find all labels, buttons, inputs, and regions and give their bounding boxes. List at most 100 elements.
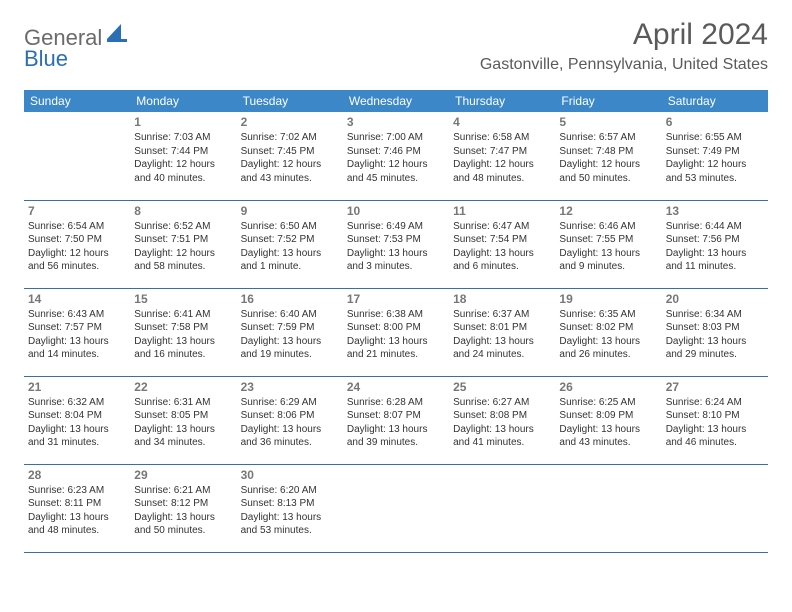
daylight-text: Daylight: 12 hours and 50 minutes. — [559, 158, 657, 185]
calendar-day-cell: 17Sunrise: 6:38 AMSunset: 8:00 PMDayligh… — [343, 288, 449, 376]
calendar-day-cell: 7Sunrise: 6:54 AMSunset: 7:50 PMDaylight… — [24, 200, 130, 288]
day-number: 25 — [453, 380, 551, 394]
day-info: Sunrise: 6:49 AMSunset: 7:53 PMDaylight:… — [347, 220, 445, 274]
calendar-day-cell: 13 Sunrise: 6:44 AMSunset: 7:56 PMDayligh… — [662, 200, 768, 288]
day-number: 24 — [347, 380, 445, 394]
day-number: 19 — [559, 292, 657, 306]
sunrise-text: Sunrise: 7:02 AM — [241, 131, 339, 145]
day-info: Sunrise: 6:28 AMSunset: 8:07 PMDaylight:… — [347, 396, 445, 450]
sunset-text: Sunset: 8:02 PM — [559, 321, 657, 335]
sunset-text: Sunset: 7:48 PM — [559, 145, 657, 159]
calendar-day-cell — [24, 112, 130, 200]
day-number: 27 — [666, 380, 764, 394]
day-number: 21 — [28, 380, 126, 394]
sunrise-text: Sunrise: 6:58 AM — [453, 131, 551, 145]
weekday-header: Saturday — [662, 90, 768, 112]
weekday-header: Tuesday — [237, 90, 343, 112]
day-info: Sunrise: 6:25 AMSunset: 8:09 PMDaylight:… — [559, 396, 657, 450]
day-number: 4 — [453, 115, 551, 129]
calendar-day-cell: 26 Sunrise: 6:25 AMSunset: 8:09 PMDayligh… — [555, 376, 661, 464]
calendar-day-cell: 22Sunrise: 6:31 AMSunset: 8:05 PMDayligh… — [130, 376, 236, 464]
sunrise-text: Sunrise: 6:50 AM — [241, 220, 339, 234]
daylight-text: Daylight: 13 hours and 34 minutes. — [134, 423, 232, 450]
weekday-header: Thursday — [449, 90, 555, 112]
calendar-day-cell: 5Sunrise: 6:57 AMSunset: 7:48 PMDaylight… — [555, 112, 661, 200]
daylight-text: Daylight: 12 hours and 53 minutes. — [666, 158, 764, 185]
day-number: 26 — [559, 380, 657, 394]
calendar-day-cell: 8 Sunrise: 6:52 AMSunset: 7:51 PMDaylight… — [130, 200, 236, 288]
calendar-week-row: 28Sunrise: 6:23 AMSunset: 8:11 PMDayligh… — [24, 464, 768, 552]
day-info: Sunrise: 6:40 AMSunset: 7:59 PMDaylight:… — [241, 308, 339, 362]
sunset-text: Sunset: 8:03 PM — [666, 321, 764, 335]
sunrise-text: Sunrise: 6:34 AM — [666, 308, 764, 322]
day-info: Sunrise: 6:52 AMSunset: 7:51 PMDaylight:… — [134, 220, 232, 274]
day-number: 13 — [666, 204, 764, 218]
calendar-day-cell: 29Sunrise: 6:21 AMSunset: 8:12 PMDayligh… — [130, 464, 236, 552]
sunrise-text: Sunrise: 6:38 AM — [347, 308, 445, 322]
calendar-day-cell — [449, 464, 555, 552]
day-number: 11 — [453, 204, 551, 218]
daylight-text: Daylight: 13 hours and 26 minutes. — [559, 335, 657, 362]
logo-sail-icon — [107, 24, 129, 47]
day-number: 9 — [241, 204, 339, 218]
daylight-text: Daylight: 13 hours and 41 minutes. — [453, 423, 551, 450]
daylight-text: Daylight: 13 hours and 43 minutes. — [559, 423, 657, 450]
calendar-day-cell: 14Sunrise: 6:43 AMSunset: 7:57 PMDayligh… — [24, 288, 130, 376]
day-number: 8 — [134, 204, 232, 218]
sunset-text: Sunset: 8:12 PM — [134, 497, 232, 511]
day-number: 20 — [666, 292, 764, 306]
daylight-text: Daylight: 13 hours and 36 minutes. — [241, 423, 339, 450]
calendar-header-row: SundayMondayTuesdayWednesdayThursdayFrid… — [24, 90, 768, 112]
sunset-text: Sunset: 7:54 PM — [453, 233, 551, 247]
sunrise-text: Sunrise: 6:43 AM — [28, 308, 126, 322]
sunrise-text: Sunrise: 6:46 AM — [559, 220, 657, 234]
sunrise-text: Sunrise: 6:29 AM — [241, 396, 339, 410]
day-info: Sunrise: 6:20 AMSunset: 8:13 PMDaylight:… — [241, 484, 339, 538]
weekday-header: Monday — [130, 90, 236, 112]
sunrise-text: Sunrise: 6:52 AM — [134, 220, 232, 234]
header: General April 2024 Gastonville, Pennsylv… — [0, 0, 792, 80]
day-info: Sunrise: 7:00 AMSunset: 7:46 PMDaylight:… — [347, 131, 445, 185]
sunset-text: Sunset: 7:51 PM — [134, 233, 232, 247]
calendar-day-cell — [662, 464, 768, 552]
day-info: Sunrise: 6:27 AMSunset: 8:08 PMDaylight:… — [453, 396, 551, 450]
sunset-text: Sunset: 7:52 PM — [241, 233, 339, 247]
day-number: 16 — [241, 292, 339, 306]
daylight-text: Daylight: 13 hours and 11 minutes. — [666, 247, 764, 274]
calendar-day-cell: 24 Sunrise: 6:28 AMSunset: 8:07 PMDayligh… — [343, 376, 449, 464]
calendar-day-cell: 28Sunrise: 6:23 AMSunset: 8:11 PMDayligh… — [24, 464, 130, 552]
calendar-day-cell: 9Sunrise: 6:50 AMSunset: 7:52 PMDaylight… — [237, 200, 343, 288]
sunrise-text: Sunrise: 6:32 AM — [28, 396, 126, 410]
daylight-text: Daylight: 13 hours and 53 minutes. — [241, 511, 339, 538]
sunset-text: Sunset: 7:46 PM — [347, 145, 445, 159]
weekday-header: Sunday — [24, 90, 130, 112]
daylight-text: Daylight: 13 hours and 16 minutes. — [134, 335, 232, 362]
sunset-text: Sunset: 7:47 PM — [453, 145, 551, 159]
day-info: Sunrise: 6:58 AMSunset: 7:47 PMDaylight:… — [453, 131, 551, 185]
calendar-day-cell: 15Sunrise: 6:41 AMSunset: 7:58 PMDayligh… — [130, 288, 236, 376]
sunset-text: Sunset: 7:57 PM — [28, 321, 126, 335]
calendar-day-cell: 1Sunrise: 7:03 AMSunset: 7:44 PMDaylight… — [130, 112, 236, 200]
sunrise-text: Sunrise: 6:37 AM — [453, 308, 551, 322]
sunrise-text: Sunrise: 6:23 AM — [28, 484, 126, 498]
month-title: April 2024 — [480, 18, 768, 52]
calendar-day-cell: 11Sunrise: 6:47 AMSunset: 7:54 PMDayligh… — [449, 200, 555, 288]
day-info: Sunrise: 6:43 AMSunset: 7:57 PMDaylight:… — [28, 308, 126, 362]
day-info: Sunrise: 6:41 AMSunset: 7:58 PMDaylight:… — [134, 308, 232, 362]
calendar-day-cell — [555, 464, 661, 552]
sunset-text: Sunset: 7:55 PM — [559, 233, 657, 247]
daylight-text: Daylight: 13 hours and 46 minutes. — [666, 423, 764, 450]
day-info: Sunrise: 6:55 AMSunset: 7:49 PMDaylight:… — [666, 131, 764, 185]
sunset-text: Sunset: 8:09 PM — [559, 409, 657, 423]
sunset-text: Sunset: 8:04 PM — [28, 409, 126, 423]
daylight-text: Daylight: 13 hours and 21 minutes. — [347, 335, 445, 362]
calendar-day-cell: 2Sunrise: 7:02 AMSunset: 7:45 PMDaylight… — [237, 112, 343, 200]
day-number: 6 — [666, 115, 764, 129]
sunrise-text: Sunrise: 6:41 AM — [134, 308, 232, 322]
sunrise-text: Sunrise: 6:49 AM — [347, 220, 445, 234]
daylight-text: Daylight: 13 hours and 31 minutes. — [28, 423, 126, 450]
day-info: Sunrise: 6:44 AMSunset: 7:56 PMDaylight:… — [666, 220, 764, 274]
daylight-text: Daylight: 13 hours and 39 minutes. — [347, 423, 445, 450]
calendar-day-cell: 16 Sunrise: 6:40 AMSunset: 7:59 PMDayligh… — [237, 288, 343, 376]
sunset-text: Sunset: 7:59 PM — [241, 321, 339, 335]
